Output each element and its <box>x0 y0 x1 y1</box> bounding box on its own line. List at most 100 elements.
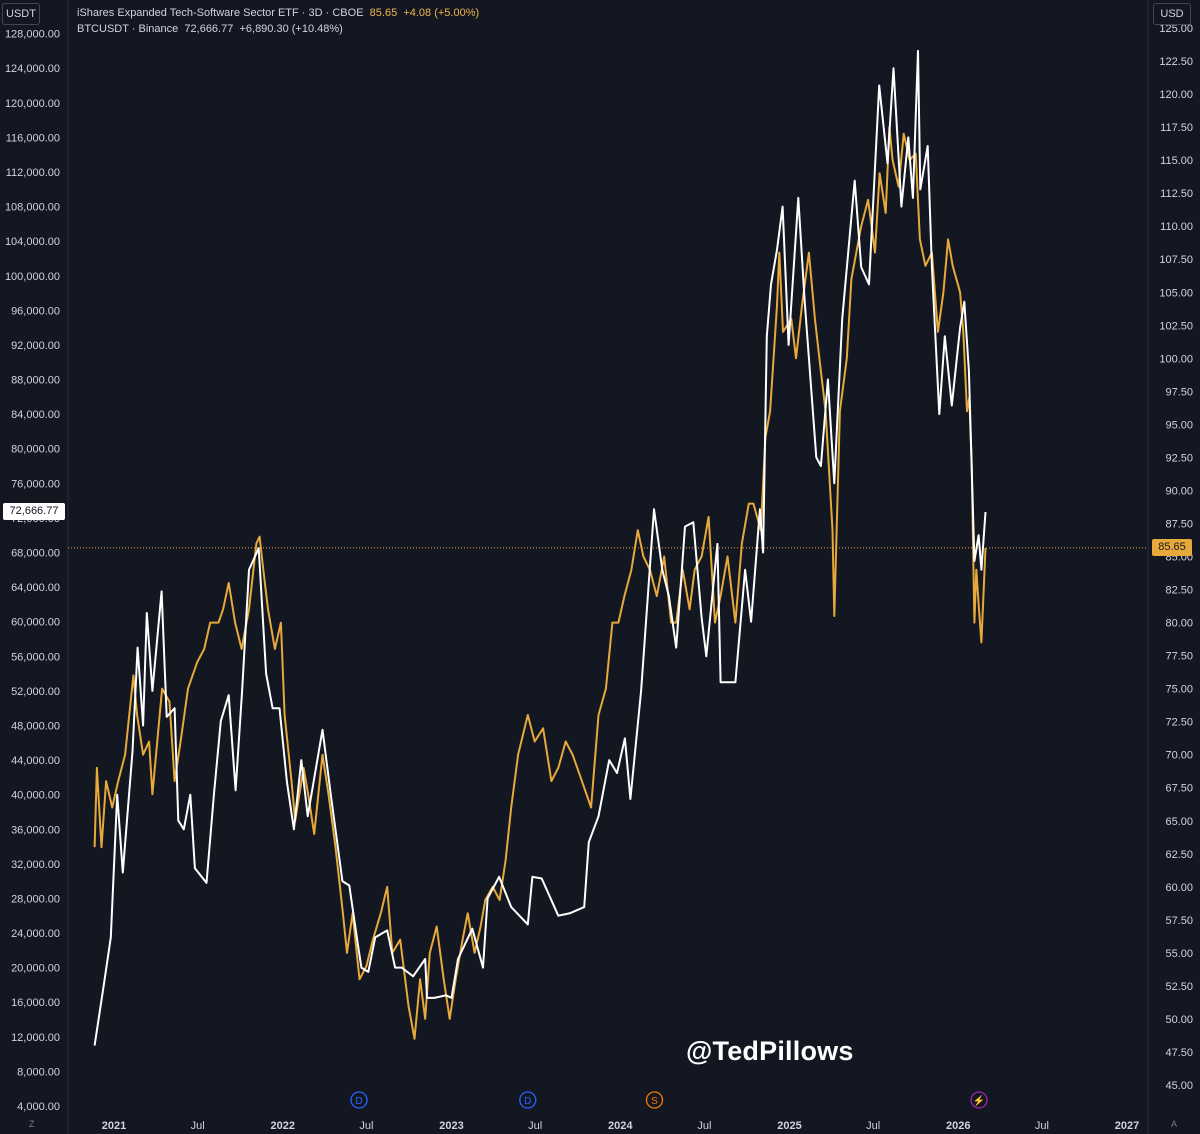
time-axis-tick-label: Jul <box>528 1120 542 1132</box>
legend-compare-title: BTCUSDT · Binance <box>77 23 179 35</box>
left-axis-tick-label: 52,000.00 <box>11 686 60 698</box>
left-axis-tick-label: 12,000.00 <box>11 1032 60 1044</box>
right-axis-tick-label: 100.00 <box>1159 353 1193 365</box>
right-axis-tick-label: 60.00 <box>1165 882 1193 894</box>
time-axis-tick-label: 2027 <box>1115 1120 1139 1132</box>
event-marker-label: ⚡ <box>973 1094 985 1107</box>
right-axis-tick-label: 77.50 <box>1165 651 1193 663</box>
zoom-reset-button[interactable]: Z <box>29 1119 35 1129</box>
right-axis-tick-label: 92.50 <box>1165 452 1193 464</box>
time-axis-tick-label: Jul <box>866 1120 880 1132</box>
left-axis-tick-label: 28,000.00 <box>11 893 60 905</box>
time-axis-tick-label: 2022 <box>271 1120 295 1132</box>
right-axis-tick-label: 65.00 <box>1165 816 1193 828</box>
left-axis-tick-label: 40,000.00 <box>11 790 60 802</box>
legend-compare-symbol[interactable]: BTCUSDT · Binance 72,666.77 +6,890.30 (+… <box>77 22 343 36</box>
right-axis-tick-label: 80.00 <box>1165 618 1193 630</box>
right-axis-tick-label: 45.00 <box>1165 1080 1193 1092</box>
right-axis-tick-label: 72.50 <box>1165 717 1193 729</box>
event-markers[interactable]: D D S ⚡ <box>350 1091 988 1109</box>
right-currency-button[interactable]: USD <box>1153 3 1191 25</box>
right-axis-tick-label: 55.00 <box>1165 948 1193 960</box>
left-axis-tick-label: 120,000.00 <box>5 98 60 110</box>
event-marker-dividend[interactable] <box>350 1091 368 1109</box>
event-marker-label: D <box>355 1096 362 1107</box>
left-axis-tick-label: 84,000.00 <box>11 409 60 421</box>
btc-last-price-label: 72,666.77 <box>3 503 65 521</box>
left-axis-tick-label: 88,000.00 <box>11 375 60 387</box>
left-axis-tick-label: 36,000.00 <box>11 824 60 836</box>
right-axis-tick-label: 82.50 <box>1165 585 1193 597</box>
time-axis-tick-label: Jul <box>1035 1120 1049 1132</box>
event-marker-split[interactable] <box>645 1091 664 1109</box>
left-axis-tick-label: 104,000.00 <box>5 236 60 248</box>
time-axis-tick-label: Jul <box>697 1120 711 1132</box>
left-axis-tick-label: 100,000.00 <box>5 271 60 283</box>
time-axis-tick-label: 2025 <box>777 1120 801 1132</box>
right-axis-tick-label: 62.50 <box>1165 849 1193 861</box>
legend-main-title: iShares Expanded Tech-Software Sector ET… <box>77 7 364 19</box>
auto-scale-button[interactable]: A <box>1171 1119 1178 1129</box>
right-axis-tick-label: 102.50 <box>1159 320 1193 332</box>
time-axis-tick-label: 2023 <box>439 1120 463 1132</box>
right-axis-tick-label: 105.00 <box>1159 287 1193 299</box>
right-axis-tick-label: 50.00 <box>1165 1014 1193 1026</box>
left-axis-tick-label: 20,000.00 <box>11 963 60 975</box>
legend-main-symbol[interactable]: iShares Expanded Tech-Software Sector ET… <box>77 6 479 20</box>
right-axis-tick-label: 47.50 <box>1165 1047 1193 1059</box>
time-axis-tick-label: 2026 <box>946 1120 970 1132</box>
right-axis-tick-label: 122.50 <box>1159 56 1193 68</box>
right-axis-tick-label: 87.50 <box>1165 518 1193 530</box>
left-axis-tick-label: 24,000.00 <box>11 928 60 940</box>
right-axis-tick-label: 67.50 <box>1165 783 1193 795</box>
left-axis-tick-label: 76,000.00 <box>11 478 60 490</box>
left-axis-tick-label: 112,000.00 <box>6 167 60 179</box>
right-axis-tick-label: 52.50 <box>1165 981 1193 993</box>
left-price-axis[interactable]: 4,000.00 8,000.00 12,000.00 16,000.00 20,000… <box>5 29 60 1113</box>
right-price-axis[interactable]: 45.00 47.50 50.00 52.50 55.00 57.50 60.00 62.50… <box>1159 23 1193 1092</box>
time-axis-tick-label: 2024 <box>608 1120 633 1132</box>
event-marker-event[interactable] <box>970 1091 988 1109</box>
left-axis-tick-label: 68,000.00 <box>11 548 60 560</box>
legend-compare-change: +6,890.30 (+10.48%) <box>239 23 343 35</box>
left-currency-button[interactable]: USDT <box>2 3 40 25</box>
left-axis-tick-label: 64,000.00 <box>11 582 60 594</box>
right-axis-tick-label: 115.00 <box>1160 155 1193 167</box>
time-axis-tick-label: Jul <box>359 1120 373 1132</box>
left-axis-tick-label: 124,000.00 <box>5 63 60 75</box>
left-axis-tick-label: 108,000.00 <box>5 202 60 214</box>
time-axis-tick-label: 2021 <box>102 1120 126 1132</box>
left-axis-tick-label: 44,000.00 <box>11 755 60 767</box>
right-axis-tick-label: 120.00 <box>1159 89 1193 101</box>
left-axis-tick-label: 128,000.00 <box>5 29 60 41</box>
right-axis-tick-label: 117.50 <box>1160 122 1193 134</box>
left-axis-tick-label: 56,000.00 <box>11 651 60 663</box>
left-axis-tick-label: 92,000.00 <box>11 340 60 352</box>
time-axis[interactable]: 2021 Jul 2022 Jul 2023 Jul 2024 Jul 2025 Jul 2026 J… <box>102 1120 1139 1132</box>
watermark-handle: @TedPillows <box>686 1036 854 1066</box>
left-axis-tick-label: 116,000.00 <box>6 132 60 144</box>
event-marker-dividend[interactable] <box>519 1091 537 1109</box>
event-marker-label: D <box>524 1096 531 1107</box>
right-axis-tick-label: 57.50 <box>1165 915 1193 927</box>
left-axis-tick-label: 32,000.00 <box>11 859 60 871</box>
time-axis-tick-label: Jul <box>191 1120 205 1132</box>
right-axis-tick-label: 107.50 <box>1159 254 1193 266</box>
right-axis-tick-label: 75.00 <box>1165 684 1193 696</box>
series-line-btcusdt <box>93 49 987 1046</box>
legend-main-change: +4.08 (+5.00%) <box>403 7 480 19</box>
left-axis-tick-label: 4,000.00 <box>17 1101 60 1113</box>
left-axis-tick-label: 80,000.00 <box>11 444 60 456</box>
left-axis-tick-label: 60,000.00 <box>11 617 60 629</box>
right-axis-tick-label: 112.50 <box>1160 188 1193 200</box>
igv-last-price-label: 85.65 <box>1152 538 1192 556</box>
right-axis-tick-label: 70.00 <box>1165 750 1193 762</box>
left-axis-tick-label: 48,000.00 <box>11 720 60 732</box>
right-axis-tick-label: 110.00 <box>1160 221 1193 233</box>
legend-main-price: 85.65 <box>369 7 398 19</box>
right-axis-tick-label: 90.00 <box>1165 485 1193 497</box>
left-axis-tick-label: 96,000.00 <box>11 305 60 317</box>
left-axis-tick-label: 8,000.00 <box>17 1066 60 1078</box>
right-axis-tick-label: 125.00 <box>1159 23 1193 35</box>
